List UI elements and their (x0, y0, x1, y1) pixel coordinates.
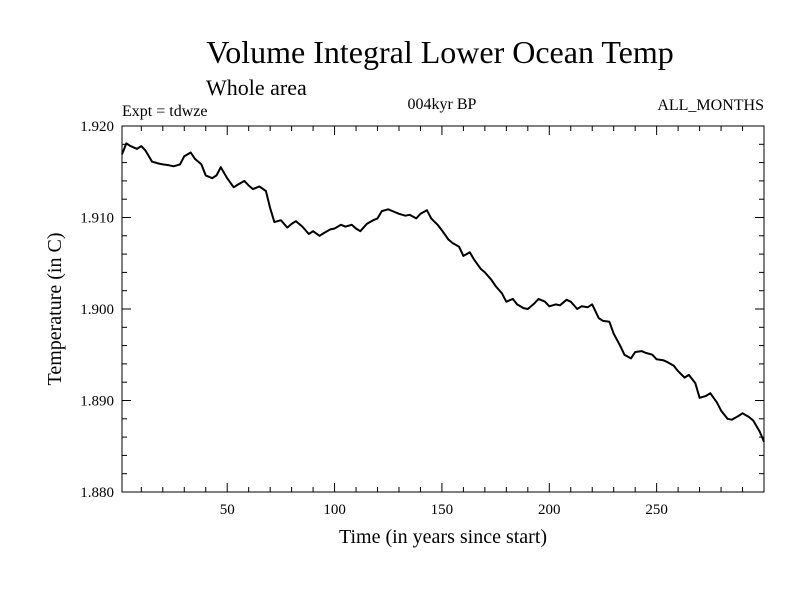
y-tick-labels: 1.880 1.890 1.900 1.910 1.920 (80, 119, 114, 501)
y-tick-label: 1.910 (80, 211, 114, 227)
x-tick-label: 50 (220, 502, 235, 518)
y-tick-label: 1.920 (80, 119, 114, 135)
y-tick-label: 1.890 (80, 394, 114, 410)
x-tick-label: 200 (538, 502, 561, 518)
months-annotation: ALL_MONTHS (657, 97, 764, 114)
y-tick-label: 1.900 (80, 302, 114, 318)
x-tick-labels: 50 100 150 200 250 (220, 502, 668, 518)
y-tick-label: 1.880 (80, 485, 114, 501)
plot-area-frame (121, 125, 765, 493)
y-axis-label: Temperature (in C) (44, 233, 66, 386)
axis-ticks (122, 126, 764, 492)
x-tick-label: 250 (645, 502, 668, 518)
x-axis-label: Time (in years since start) (339, 526, 547, 548)
series-line (121, 142, 765, 443)
chart-title: Volume Integral Lower Ocean Temp (206, 34, 674, 70)
x-tick-label: 150 (431, 502, 454, 518)
period-annotation: 004kyr BP (408, 96, 477, 113)
chart-subtitle: Whole area (206, 75, 307, 100)
experiment-annotation: Expt = tdwze (122, 103, 207, 120)
x-tick-label: 100 (323, 502, 346, 518)
